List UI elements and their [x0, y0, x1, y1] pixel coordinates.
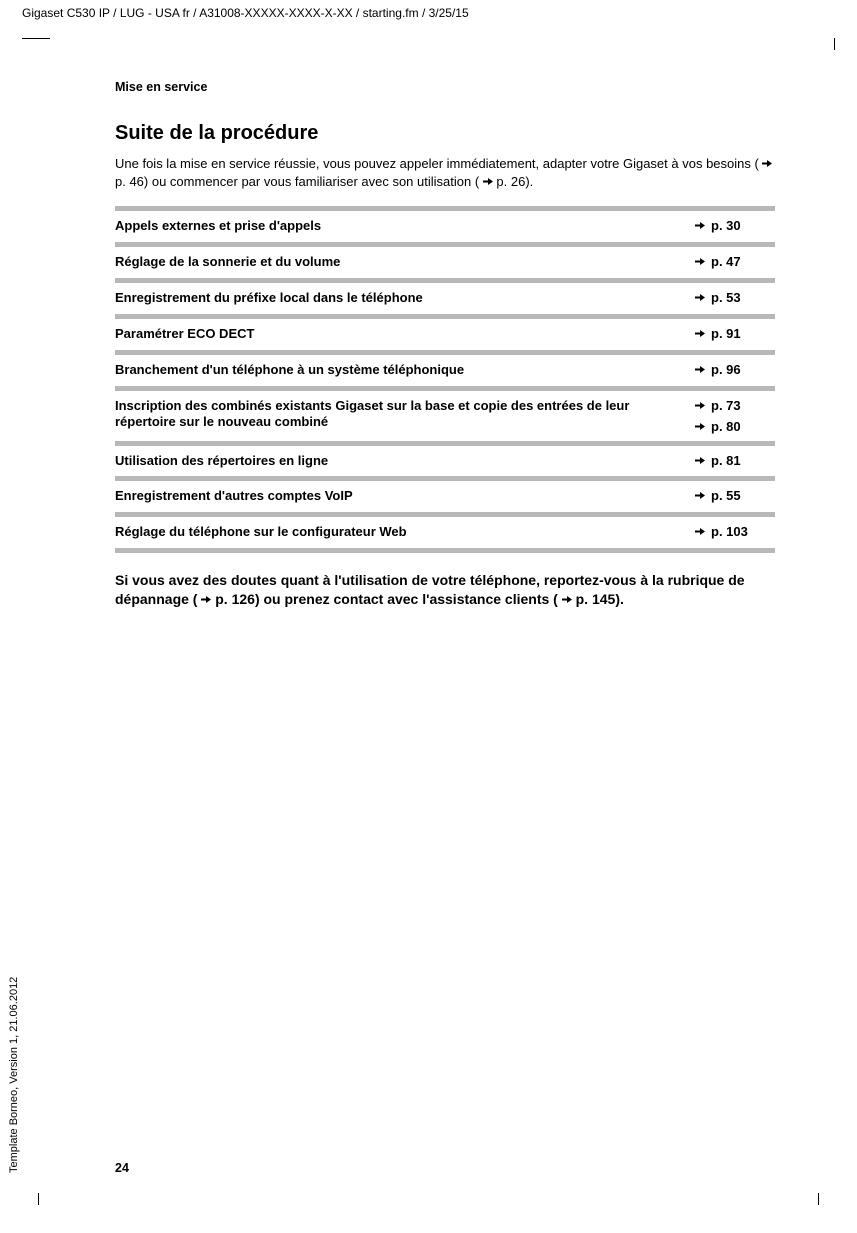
row-refs: p. 96	[695, 362, 775, 377]
ref-text: p. 47	[711, 254, 741, 269]
arrow-icon	[695, 221, 705, 230]
ref-text: p. 53	[711, 290, 741, 305]
reference-table: Appels externes et prise d'appels p. 30 Ré…	[115, 206, 775, 553]
page-number: 24	[115, 1161, 129, 1175]
row-refs: p. 73 p. 80	[695, 398, 775, 434]
row-label: Enregistrement du préfixe local dans le …	[115, 290, 695, 307]
row-refs: p. 81	[695, 453, 775, 468]
page-ref: p. 47	[695, 254, 775, 269]
ref-text: p. 103	[711, 524, 748, 539]
arrow-icon	[695, 293, 705, 302]
intro-ref: p. 26	[496, 174, 525, 189]
arrow-icon	[695, 422, 705, 431]
table-row: Branchement d'un téléphone à un système …	[115, 350, 775, 386]
page-ref: p. 80	[695, 419, 775, 434]
section-label: Mise en service	[115, 80, 775, 94]
arrow-icon	[562, 595, 572, 604]
template-version: Template Borneo, Version 1, 21.06.2012	[8, 977, 20, 1173]
row-refs: p. 103	[695, 524, 775, 539]
crop-mark	[834, 38, 835, 50]
ref-text: p. 96	[711, 362, 741, 377]
table-row: Réglage du téléphone sur le configurateu…	[115, 512, 775, 548]
row-refs: p. 30	[695, 218, 775, 233]
intro-paragraph: Une fois la mise en service réussie, vou…	[115, 155, 775, 190]
intro-ref: p. 46	[115, 174, 144, 189]
row-label: Paramétrer ECO DECT	[115, 326, 695, 343]
page-ref: p. 73	[695, 398, 775, 413]
row-label: Branchement d'un téléphone à un système …	[115, 362, 695, 379]
row-label: Appels externes et prise d'appels	[115, 218, 695, 235]
table-row: Réglage de la sonnerie et du volume p. 47	[115, 242, 775, 278]
page-ref: p. 30	[695, 218, 775, 233]
intro-text: ).	[525, 174, 533, 189]
page-title: Suite de la procédure	[115, 122, 775, 145]
page-ref: p. 96	[695, 362, 775, 377]
row-label: Réglage du téléphone sur le configurateu…	[115, 524, 695, 541]
table-row: Enregistrement d'autres comptes VoIP p. 5…	[115, 476, 775, 512]
footer-text: ) ou prenez contact avec l'assistance cl…	[255, 591, 558, 607]
page-ref: p. 91	[695, 326, 775, 341]
table-row: Inscription des combinés existants Gigas…	[115, 386, 775, 441]
row-label: Réglage de la sonnerie et du volume	[115, 254, 695, 271]
page: Gigaset C530 IP / LUG - USA fr / A31008-…	[0, 0, 857, 1233]
ref-text: p. 80	[711, 419, 741, 434]
row-refs: p. 55	[695, 488, 775, 503]
table-row: Enregistrement du préfixe local dans le …	[115, 278, 775, 314]
ref-text: p. 91	[711, 326, 741, 341]
arrow-icon	[483, 177, 493, 186]
intro-text: ) ou commencer par vous familiariser ave…	[144, 174, 479, 189]
table-row: Appels externes et prise d'appels p. 30	[115, 206, 775, 242]
row-divider	[115, 548, 775, 553]
arrow-icon	[695, 491, 705, 500]
arrow-icon	[695, 365, 705, 374]
row-refs: p. 91	[695, 326, 775, 341]
intro-text: Une fois la mise en service réussie, vou…	[115, 156, 759, 171]
content-area: Mise en service Suite de la procédure Un…	[115, 80, 775, 609]
doc-header: Gigaset C530 IP / LUG - USA fr / A31008-…	[22, 6, 469, 20]
row-label: Inscription des combinés existants Gigas…	[115, 398, 695, 432]
arrow-icon	[762, 159, 772, 168]
ref-text: p. 55	[711, 488, 741, 503]
row-label: Enregistrement d'autres comptes VoIP	[115, 488, 695, 505]
row-label: Utilisation des répertoires en ligne	[115, 453, 695, 470]
crop-mark	[22, 38, 50, 39]
table-row: Utilisation des répertoires en ligne p. 8…	[115, 441, 775, 477]
crop-mark	[38, 1193, 39, 1205]
crop-mark	[818, 1193, 819, 1205]
arrow-icon	[695, 527, 705, 536]
page-ref: p. 53	[695, 290, 775, 305]
arrow-icon	[695, 257, 705, 266]
footer-note: Si vous avez des doutes quant à l'utilis…	[115, 571, 775, 609]
footer-ref: p. 145	[576, 591, 616, 607]
ref-text: p. 30	[711, 218, 741, 233]
page-ref: p. 81	[695, 453, 775, 468]
footer-text: ).	[615, 591, 624, 607]
arrow-icon	[695, 401, 705, 410]
arrow-icon	[695, 456, 705, 465]
ref-text: p. 73	[711, 398, 741, 413]
row-refs: p. 47	[695, 254, 775, 269]
footer-ref: p. 126	[215, 591, 255, 607]
page-ref: p. 103	[695, 524, 775, 539]
page-ref: p. 55	[695, 488, 775, 503]
table-row: Paramétrer ECO DECT p. 91	[115, 314, 775, 350]
row-refs: p. 53	[695, 290, 775, 305]
arrow-icon	[695, 329, 705, 338]
ref-text: p. 81	[711, 453, 741, 468]
arrow-icon	[201, 595, 211, 604]
